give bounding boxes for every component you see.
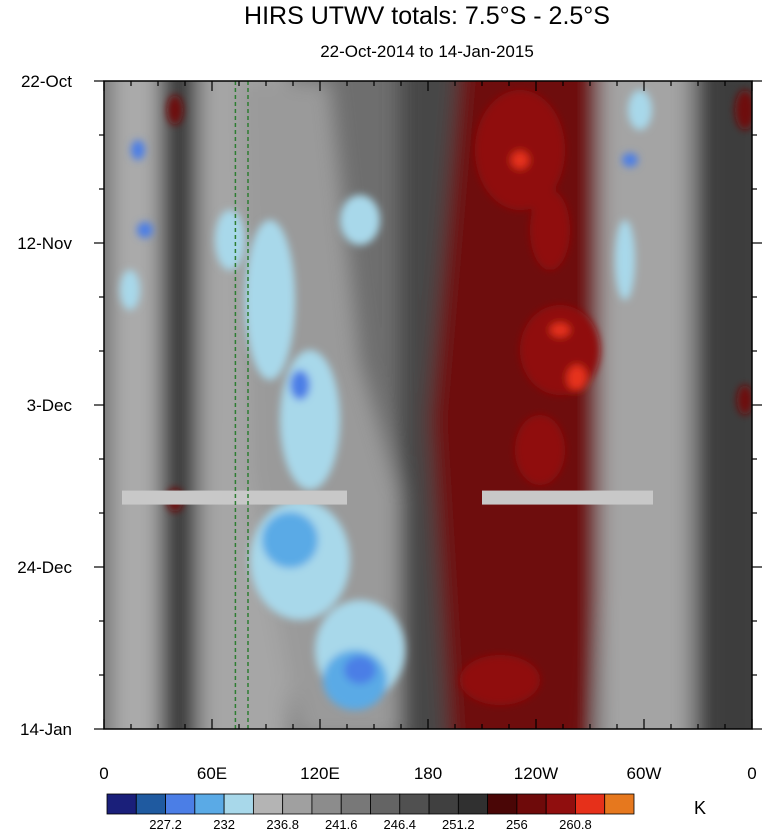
missing-data-strip (122, 490, 347, 505)
y-axis: 22-Oct 12-Nov 3-Dec 24-Dec 14-Jan (17, 72, 762, 739)
y-tick-label: 22-Oct (21, 72, 72, 91)
colorbar-swatch (399, 793, 430, 815)
colorbar: 227.2 232 236.8 241.6 246.4 251.2 256 260.8 (106, 793, 635, 830)
colorbar-swatch (252, 793, 284, 815)
colorbar-swatch (223, 793, 254, 815)
x-tick-label: 120W (514, 764, 558, 783)
x-axis: 0 60E 120E 180 120W 60W 0 (99, 81, 757, 783)
colorbar-swatch (340, 793, 371, 815)
x-tick-label: 180 (414, 764, 442, 783)
missing-data-strip (482, 490, 653, 505)
y-tick-label: 24-Dec (17, 558, 72, 577)
colorbar-swatch (575, 793, 606, 815)
x-tick-label: 120E (300, 764, 340, 783)
colorbar-swatch (457, 793, 489, 815)
chart-subtitle: 22-Oct-2014 to 14-Jan-2015 (320, 42, 534, 61)
x-tick-label: 60E (197, 764, 227, 783)
colorbar-label: 241.6 (325, 817, 358, 830)
chart-title: HIRS UTWV totals: 7.5°S - 2.5°S (244, 2, 610, 30)
colorbar-swatch (516, 793, 547, 815)
colorbar-swatch (428, 793, 459, 815)
colorbar-label: 260.8 (559, 817, 592, 830)
colorbar-label: 232 (213, 817, 235, 830)
colorbar-swatch (311, 793, 342, 815)
x-tick-label: 0 (747, 764, 756, 783)
y-tick-label: 3-Dec (27, 396, 73, 415)
colorbar-label: 227.2 (149, 817, 182, 830)
x-tick-label: 60W (627, 764, 662, 783)
colorbar-swatch (487, 793, 518, 815)
y-tick-label: 12-Nov (17, 234, 72, 253)
colorbar-swatch (545, 793, 576, 815)
colorbar-swatch (370, 793, 401, 815)
x-tick-label: 0 (99, 764, 108, 783)
heatmap-field (104, 81, 752, 729)
y-tick-label: 14-Jan (20, 720, 72, 739)
colorbar-label: 251.2 (442, 817, 475, 830)
colorbar-unit-label: K (694, 798, 706, 818)
colorbar-label: 256 (506, 817, 528, 830)
colorbar-swatch (106, 793, 137, 815)
colorbar-label: 236.8 (266, 817, 299, 830)
colorbar-swatch (604, 793, 635, 815)
colorbar-swatch (282, 793, 313, 815)
colorbar-swatch (194, 793, 225, 815)
colorbar-label: 246.4 (384, 817, 417, 830)
colorbar-swatch (165, 793, 196, 815)
colorbar-swatch (135, 793, 166, 815)
